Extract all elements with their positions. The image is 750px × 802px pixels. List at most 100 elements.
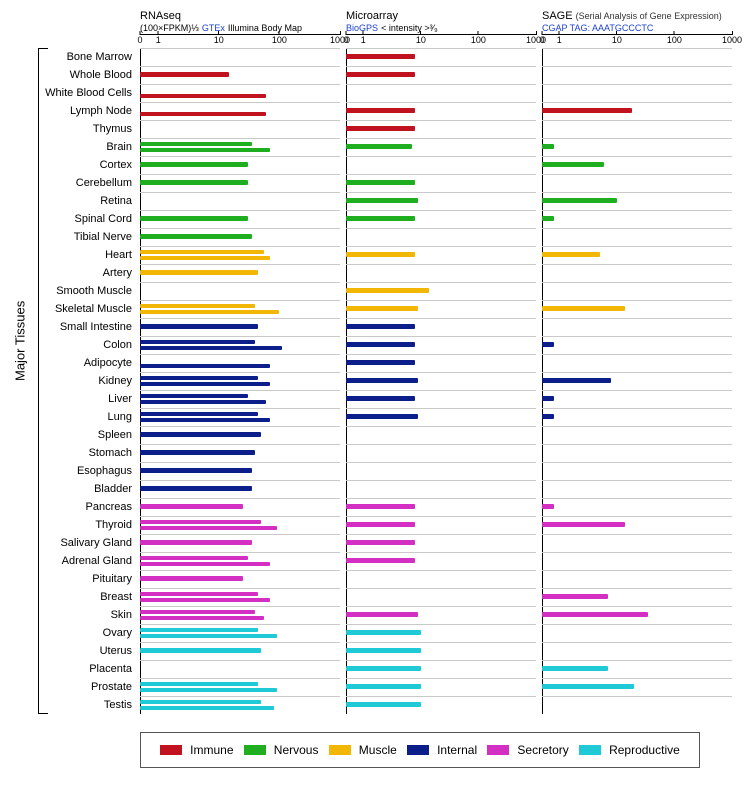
tissue-row: Kidney xyxy=(10,372,740,390)
panel-cell-sage xyxy=(542,282,732,300)
tissue-label: Artery xyxy=(10,267,140,279)
bar xyxy=(542,162,604,167)
panel-cell-microarray xyxy=(346,588,536,606)
tissue-row: Spleen xyxy=(10,426,740,444)
tissue-row: Artery xyxy=(10,264,740,282)
panel-cell-microarray xyxy=(346,552,536,570)
tissue-row: Pituitary xyxy=(10,570,740,588)
panel-cell-rnaseq xyxy=(140,372,340,390)
bar xyxy=(542,594,608,599)
tissue-row: Uterus xyxy=(10,642,740,660)
tissue-label: Whole Blood xyxy=(10,69,140,81)
bar xyxy=(346,198,418,203)
tissue-label: Adrenal Gland xyxy=(10,555,140,567)
tissue-row: Placenta xyxy=(10,660,740,678)
panel-axis-ticks: 011010010000110100100001101001000 xyxy=(140,34,740,48)
panel-cell-microarray xyxy=(346,660,536,678)
bar xyxy=(542,144,554,149)
legend-label: Nervous xyxy=(274,743,319,757)
bar xyxy=(542,612,648,617)
tissue-label: Adipocyte xyxy=(10,357,140,369)
legend-swatch xyxy=(244,745,266,755)
panel-cell-sage xyxy=(542,228,732,246)
panel-cell-rnaseq xyxy=(140,552,340,570)
panel-title: Microarray xyxy=(346,10,398,22)
panel-cell-microarray xyxy=(346,318,536,336)
panel-cell-rnaseq xyxy=(140,102,340,120)
panel-cell-rnaseq xyxy=(140,498,340,516)
panel-cell-microarray xyxy=(346,336,536,354)
bar-gtex xyxy=(140,486,252,491)
legend-swatch xyxy=(487,745,509,755)
bar xyxy=(346,648,421,653)
axis-tick: 0 xyxy=(539,31,544,45)
tissue-label: Spleen xyxy=(10,429,140,441)
tissue-label: Thyroid xyxy=(10,519,140,531)
panel-cell-rnaseq xyxy=(140,696,340,714)
panel-cell-sage xyxy=(542,444,732,462)
bar xyxy=(346,288,429,293)
legend-item: Immune xyxy=(160,743,233,757)
axis-tick: 1000 xyxy=(722,31,742,45)
tissue-row: Stomach xyxy=(10,444,740,462)
panel-cell-sage xyxy=(542,102,732,120)
tissue-row: Smooth Muscle xyxy=(10,282,740,300)
panel-cell-rnaseq xyxy=(140,156,340,174)
bar-gtex xyxy=(140,376,258,380)
tissue-row: Cortex xyxy=(10,156,740,174)
panel-cell-microarray xyxy=(346,246,536,264)
tissue-row: Skin xyxy=(10,606,740,624)
bar-gtex xyxy=(140,504,243,509)
bar-gtex xyxy=(140,648,261,653)
panel-cell-sage xyxy=(542,354,732,372)
bar-illumina xyxy=(140,310,279,314)
tissue-label: Colon xyxy=(10,339,140,351)
panel-cell-sage xyxy=(542,678,732,696)
panel-cell-sage xyxy=(542,426,732,444)
bar-gtex xyxy=(140,162,248,167)
panel-cell-rnaseq xyxy=(140,300,340,318)
bar-illumina xyxy=(140,346,282,350)
panel-cell-microarray xyxy=(346,678,536,696)
panel-cell-microarray xyxy=(346,192,536,210)
tissue-row: Bone Marrow xyxy=(10,48,740,66)
bar-gtex xyxy=(140,432,261,437)
panel-sublabel: Illumina Body Map xyxy=(228,23,302,33)
tissue-row: Thymus xyxy=(10,120,740,138)
tissue-row: Adipocyte xyxy=(10,354,740,372)
bar-gtex xyxy=(140,610,255,614)
panel-cell-rnaseq xyxy=(140,210,340,228)
panel-cell-microarray xyxy=(346,156,536,174)
tissue-row: Salivary Gland xyxy=(10,534,740,552)
tissue-label: Small Intestine xyxy=(10,321,140,333)
bar xyxy=(542,504,554,509)
panel-cell-microarray xyxy=(346,210,536,228)
tissue-row: Skeletal Muscle xyxy=(10,300,740,318)
panel-cell-microarray xyxy=(346,696,536,714)
panel-cell-microarray xyxy=(346,228,536,246)
bar-illumina xyxy=(140,688,277,692)
panel-cell-rnaseq xyxy=(140,120,340,138)
panel-cell-microarray xyxy=(346,390,536,408)
tissue-row: Thyroid xyxy=(10,516,740,534)
bar xyxy=(346,702,421,707)
axis-tick: 1 xyxy=(557,31,562,45)
bar xyxy=(346,72,415,77)
panel-cell-sage xyxy=(542,66,732,84)
legend-label: Internal xyxy=(437,743,477,757)
tissue-label: Heart xyxy=(10,249,140,261)
panel-cell-sage xyxy=(542,210,732,228)
bar xyxy=(542,108,632,113)
bar xyxy=(542,378,611,383)
bar-gtex xyxy=(140,592,258,596)
tissue-label: Testis xyxy=(10,699,140,711)
axis-sage: 01101001000 xyxy=(542,34,732,48)
tissue-label: Prostate xyxy=(10,681,140,693)
panel-cell-microarray xyxy=(346,102,536,120)
bar-gtex xyxy=(140,540,252,545)
axis-tick: 0 xyxy=(137,31,142,45)
tissue-label: Bone Marrow xyxy=(10,51,140,63)
legend-item: Nervous xyxy=(244,743,319,757)
panel-cell-microarray xyxy=(346,570,536,588)
bar-illumina xyxy=(140,148,270,152)
